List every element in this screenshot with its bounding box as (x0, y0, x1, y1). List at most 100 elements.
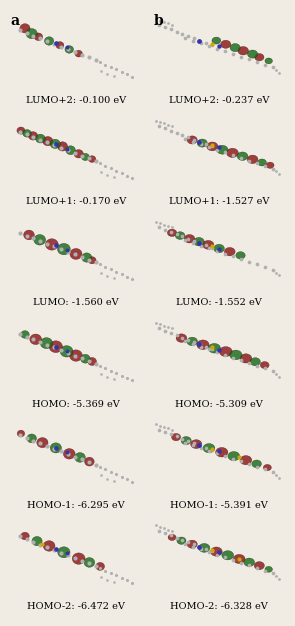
Point (38, 540, 43, 550)
Ellipse shape (203, 240, 214, 249)
Point (66, 550, 71, 560)
Point (162, 326, 167, 336)
Ellipse shape (43, 136, 53, 146)
Point (196, 541, 201, 552)
Point (239, 355, 243, 365)
Point (73, 351, 78, 361)
Point (274, 470, 278, 480)
Ellipse shape (45, 37, 54, 45)
Point (124, 171, 129, 181)
Point (114, 166, 119, 176)
Point (207, 344, 212, 354)
Ellipse shape (50, 139, 60, 148)
Point (130, 476, 135, 486)
Point (215, 145, 219, 155)
Point (168, 227, 173, 237)
Ellipse shape (217, 145, 228, 154)
Point (52, 545, 57, 555)
Point (191, 136, 196, 146)
Text: HOMO-1: -5.391 eV: HOMO-1: -5.391 eV (170, 501, 268, 510)
Point (109, 62, 113, 72)
Point (99, 66, 104, 76)
Point (66, 247, 71, 257)
Point (247, 257, 251, 267)
Point (263, 464, 267, 475)
Point (124, 272, 129, 282)
Point (199, 38, 204, 48)
Ellipse shape (56, 41, 64, 49)
Text: LUMO+1: -1.527 eV: LUMO+1: -1.527 eV (169, 197, 269, 206)
Point (174, 229, 179, 239)
Point (99, 470, 104, 480)
Point (170, 121, 174, 131)
Ellipse shape (199, 543, 210, 552)
Point (130, 274, 135, 284)
Point (210, 546, 215, 557)
Ellipse shape (203, 444, 215, 453)
Point (210, 140, 215, 150)
Point (162, 321, 166, 331)
Ellipse shape (230, 44, 240, 52)
Point (109, 366, 113, 376)
Point (231, 454, 235, 464)
Point (255, 563, 259, 573)
Point (174, 431, 179, 441)
Point (183, 134, 188, 144)
Point (192, 337, 197, 347)
Point (73, 249, 78, 259)
Point (38, 337, 43, 347)
Point (45, 36, 50, 46)
Point (231, 150, 235, 160)
Point (99, 369, 104, 379)
Point (80, 556, 85, 566)
Point (183, 336, 188, 346)
Point (215, 448, 219, 458)
Point (111, 476, 116, 486)
Ellipse shape (219, 347, 232, 357)
Point (255, 259, 259, 269)
Point (270, 163, 275, 173)
Point (270, 163, 275, 173)
Point (156, 424, 161, 434)
Point (207, 547, 212, 557)
Point (154, 318, 158, 328)
Point (38, 438, 43, 448)
Text: HOMO-2: -6.328 eV: HOMO-2: -6.328 eV (170, 602, 268, 611)
Ellipse shape (187, 136, 197, 144)
Point (99, 167, 104, 177)
Point (80, 49, 85, 59)
Point (204, 544, 209, 554)
Point (162, 118, 166, 128)
Point (59, 41, 64, 51)
Point (199, 342, 204, 352)
Point (109, 568, 113, 578)
Point (52, 39, 57, 49)
Point (210, 141, 215, 151)
Ellipse shape (23, 130, 31, 137)
Point (166, 221, 171, 231)
Point (204, 38, 209, 48)
Point (31, 31, 36, 41)
Point (87, 153, 91, 163)
Text: HOMO-1: -6.295 eV: HOMO-1: -6.295 eV (27, 501, 125, 510)
Point (162, 427, 167, 437)
Ellipse shape (263, 464, 271, 471)
Ellipse shape (70, 249, 82, 259)
Point (98, 361, 102, 371)
Point (156, 222, 161, 232)
Point (247, 358, 251, 368)
Point (186, 31, 191, 41)
Point (274, 369, 278, 379)
Point (64, 346, 69, 356)
Point (186, 335, 191, 345)
Point (210, 39, 215, 49)
Ellipse shape (237, 152, 248, 160)
Point (170, 526, 174, 536)
Point (170, 222, 174, 232)
Point (239, 456, 243, 466)
Point (130, 72, 135, 82)
Ellipse shape (208, 344, 221, 353)
Ellipse shape (187, 540, 197, 548)
Point (274, 571, 278, 581)
Point (17, 531, 22, 541)
